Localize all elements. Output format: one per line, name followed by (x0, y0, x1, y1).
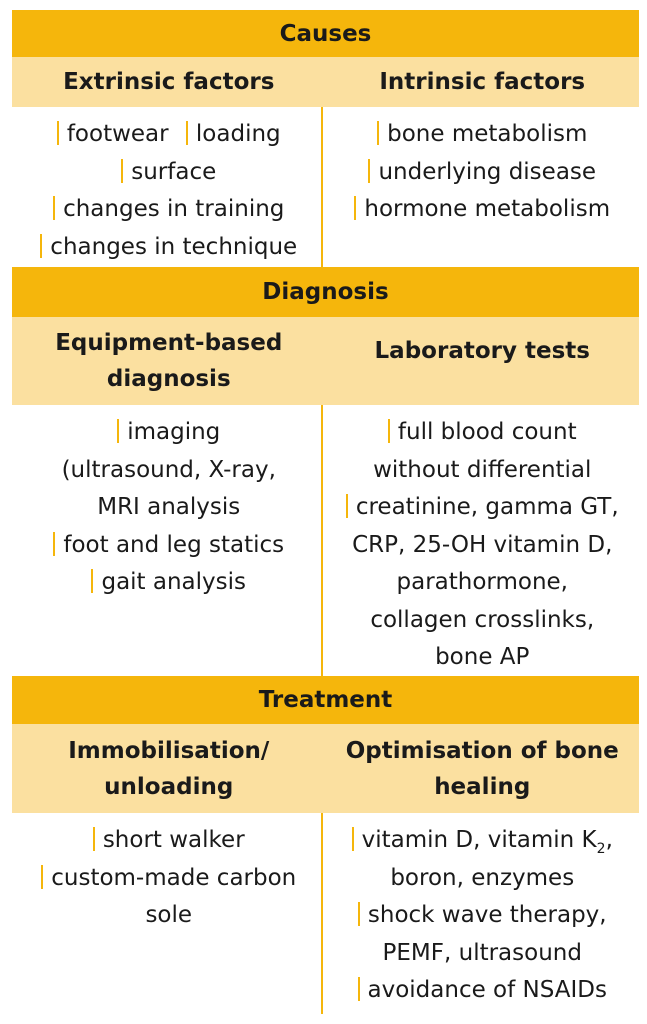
list-item: imaging (ultrasound, X-ray, MRI analysis (61, 419, 276, 520)
bullet-bar-icon (354, 196, 357, 220)
column-divider-diagnosis (321, 404, 323, 676)
bullet-bar-icon (345, 494, 348, 518)
bullet-bar-icon (368, 158, 371, 183)
list-item: surface (18, 154, 320, 192)
list-item: custom-made carbon sole (18, 860, 320, 935)
bullet-bar-icon (56, 121, 59, 145)
list-item: full blood count without differential (373, 419, 592, 483)
intrinsic-factors-list: bone metabolism underlying disease hormo… (326, 112, 640, 267)
bullet-bar-icon (121, 158, 124, 183)
treatment-body: short walker custom-made carbon sole vit… (12, 818, 639, 1014)
immobilisation-unloading-list: short walker custom-made carbon sole (12, 818, 326, 1014)
laboratory-tests-header: Laboratory tests (374, 338, 590, 364)
list-item: loading (185, 121, 281, 147)
bullet-bar-icon (53, 196, 56, 220)
extrinsic-factors-list: footwear loading surface changes in trai… (12, 112, 326, 267)
causes-body: footwear loading surface changes in trai… (12, 112, 639, 267)
diagnosis-body: imaging (ultrasound, X-ray, MRI analysis… (12, 410, 639, 676)
laboratory-tests-list: full blood count without differential cr… (326, 410, 640, 676)
column-divider-causes (321, 106, 323, 267)
bullet-bar-icon (357, 977, 360, 1001)
intrinsic-factors-header: Intrinsic factors (379, 69, 586, 95)
treatment-header: Treatment (12, 676, 639, 724)
list-item: hormone metabolism (332, 191, 634, 229)
list-item: avoidance of NSAIDs (332, 972, 634, 1010)
immobilisation-unloading-header: Immobilisation/ unloading (68, 737, 270, 800)
optimisation-of-bone-healing-list: vitamin D, vitamin K2, boron, enzymes sh… (326, 818, 640, 1014)
bullet-bar-icon (53, 531, 56, 556)
causes-header: Causes (12, 10, 639, 57)
column-divider-treatment (321, 812, 323, 1014)
equipment-based-diagnosis-list: imaging (ultrasound, X-ray, MRI analysis… (12, 410, 326, 676)
bullet-bar-icon (185, 121, 188, 145)
list-item: short walker (18, 822, 320, 860)
list-item: foot and leg statics (18, 527, 320, 565)
diagnosis-header: Diagnosis (12, 267, 639, 317)
list-item: changes in training (18, 191, 320, 229)
equipment-based-diagnosis-header: Equipment-based diagnosis (55, 330, 283, 392)
diagnosis-title: Diagnosis (262, 279, 389, 305)
bullet-bar-icon (40, 233, 43, 258)
treatment-title: Treatment (258, 687, 393, 713)
causes-title: Causes (279, 20, 372, 47)
list-item: footwear (56, 121, 169, 147)
diagnosis-subheader: Equipment-based diagnosis Laboratory tes… (12, 317, 639, 405)
treatment-subheader: Immobilisation/ unloading Optimisation o… (12, 724, 639, 813)
bullet-bar-icon (91, 569, 94, 593)
list-item: underlying disease (332, 154, 634, 192)
bullet-bar-icon (351, 827, 354, 851)
bullet-bar-icon (377, 121, 380, 145)
bullet-bar-icon (117, 419, 120, 443)
bullet-bar-icon (357, 902, 360, 926)
extrinsic-factors-header: Extrinsic factors (63, 69, 275, 95)
bullet-bar-icon (387, 419, 390, 443)
bullet-bar-icon (41, 864, 44, 889)
causes-subheader: Extrinsic factors Intrinsic factors (12, 57, 639, 107)
optimisation-of-bone-healing-header: Optimisation of bone healing (345, 737, 619, 800)
list-item: changes in technique (18, 229, 320, 267)
list-item: bone metabolism (332, 116, 634, 154)
list-item: gait analysis (18, 564, 320, 602)
bullet-bar-icon (92, 827, 95, 851)
list-item: creatinine, gamma GT, CRP, 25-OH vitamin… (332, 489, 634, 677)
list-item: shock wave therapy, PEMF, ultrasound (332, 897, 634, 972)
list-item: vitamin D, vitamin K2, boron, enzymes (332, 822, 634, 897)
flowchart-table: Causes Extrinsic factors Intrinsic facto… (12, 10, 639, 1014)
